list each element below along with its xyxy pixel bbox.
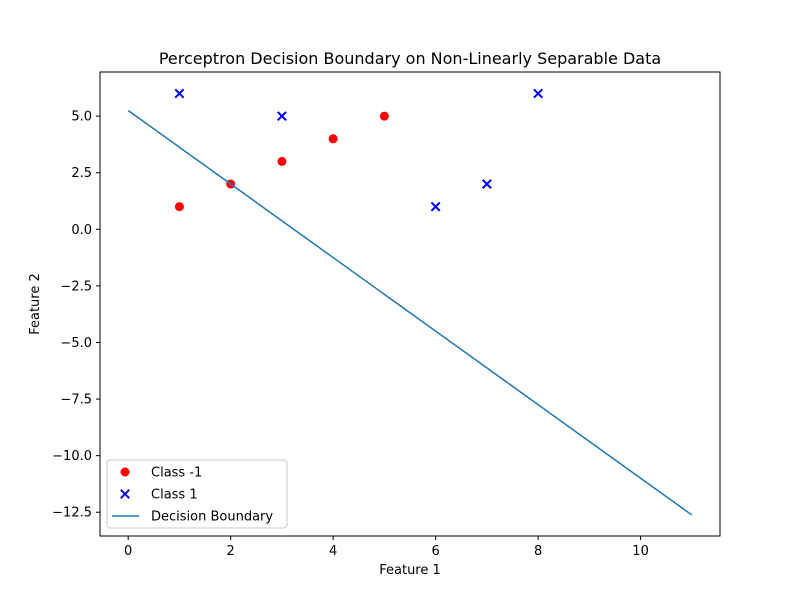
y-tick-label: −12.5 xyxy=(52,506,92,521)
class-1-point xyxy=(174,202,184,212)
legend-label: Decision Boundary xyxy=(151,510,273,525)
class-1-point xyxy=(430,201,441,212)
y-tick-label: 0.0 xyxy=(71,223,92,238)
axes-frame xyxy=(99,71,721,537)
legend-swatch-x xyxy=(120,489,130,499)
legend: Class -1 Class 1 Decision Boundary xyxy=(106,459,288,529)
class-1-point xyxy=(276,111,287,122)
x-tick-label: 4 xyxy=(329,544,337,559)
legend-label: Class 1 xyxy=(151,488,198,503)
x-tick-label: 6 xyxy=(431,544,439,559)
y-tick-label: −5.0 xyxy=(60,336,92,351)
y-tick-label: 2.5 xyxy=(71,166,92,181)
y-tick-label: 5.0 xyxy=(71,110,92,125)
y-tick-label: −10.0 xyxy=(52,449,92,464)
class-1-point xyxy=(277,156,287,166)
decision-boundary-line xyxy=(127,109,693,516)
y-tick-label: −2.5 xyxy=(60,279,92,294)
x-tick-label: 10 xyxy=(632,544,649,559)
y-axis: 5.0 2.5 0.0 −2.5 −5.0 −7.5 −10.0 −12.5 xyxy=(52,110,100,521)
class-1-point xyxy=(174,88,185,99)
y-tick-label: −7.5 xyxy=(60,393,92,408)
legend-label: Class -1 xyxy=(151,466,202,481)
x-tick-label: 2 xyxy=(227,544,235,559)
legend-frame xyxy=(106,459,288,529)
y-axis-label: Feature 2 xyxy=(28,273,43,335)
chart-title: Perceptron Decision Boundary on Non-Line… xyxy=(159,49,661,68)
legend-swatch-circle xyxy=(120,467,130,477)
x-axis-label: Feature 1 xyxy=(379,563,441,578)
class-1-point xyxy=(379,111,389,121)
class-1-point xyxy=(533,88,544,99)
x-axis: 0 2 4 6 8 10 xyxy=(124,536,649,559)
plot-area xyxy=(127,88,693,516)
x-tick-label: 0 xyxy=(124,544,132,559)
class-1-point xyxy=(481,179,492,189)
class-1-point xyxy=(328,134,338,144)
x-tick-label: 8 xyxy=(534,544,542,559)
